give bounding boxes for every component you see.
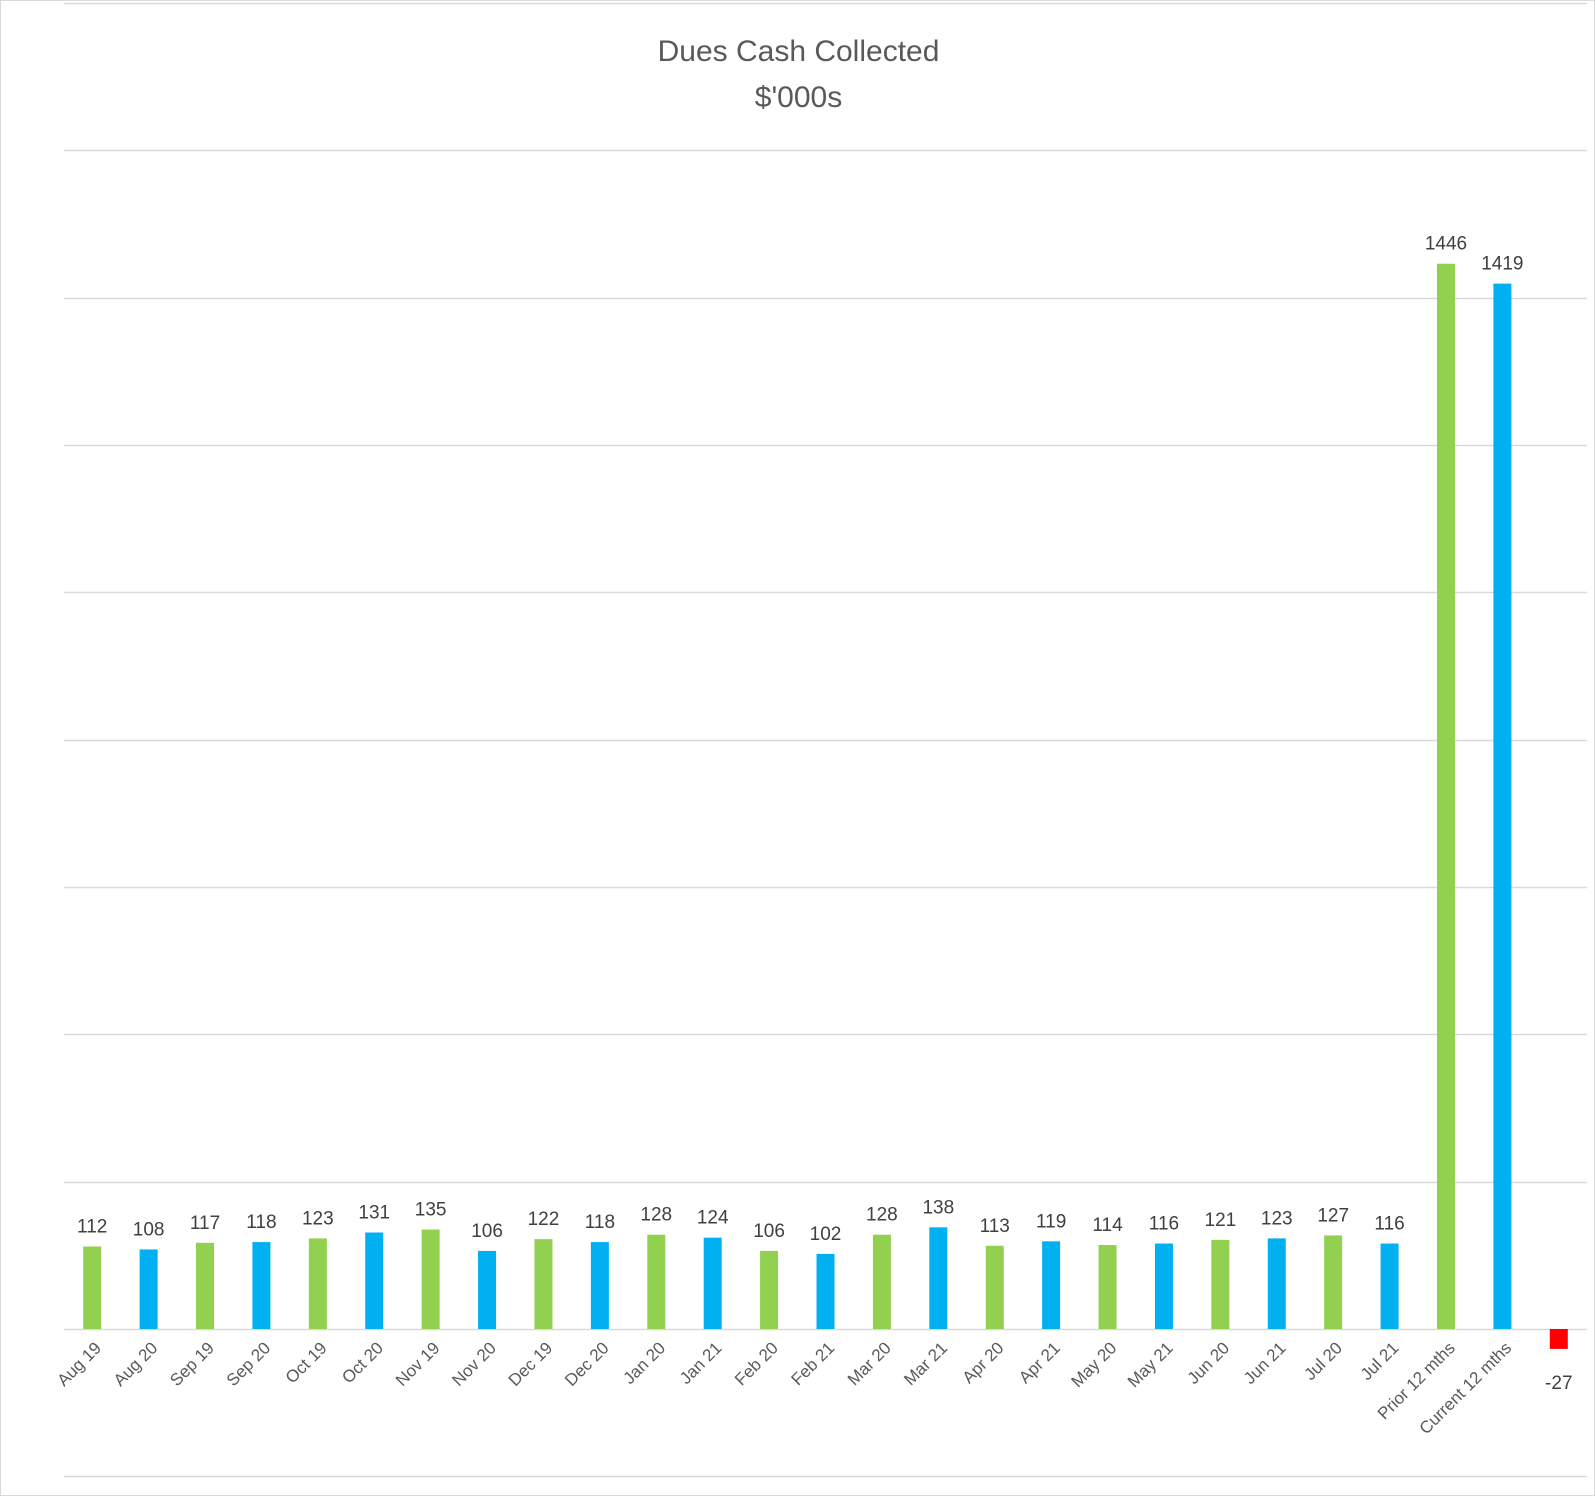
- data-label: 116: [1149, 1214, 1179, 1235]
- data-label: 108: [133, 1219, 165, 1240]
- data-label: 131: [358, 1202, 390, 1223]
- bar: [139, 1249, 158, 1329]
- x-tick-label: Oct 20: [338, 1338, 387, 1387]
- data-label: 128: [866, 1205, 898, 1226]
- data-label: 112: [77, 1216, 107, 1237]
- bar: [252, 1242, 271, 1329]
- x-tick-label: Dec 20: [561, 1338, 613, 1390]
- x-tick-label: Nov 20: [448, 1338, 500, 1390]
- bar: [590, 1242, 609, 1329]
- data-label: 116: [1374, 1214, 1404, 1235]
- bar: [929, 1227, 948, 1329]
- bar: [478, 1250, 497, 1329]
- x-tick-label: Jun 21: [1240, 1338, 1290, 1388]
- data-label: 128: [640, 1205, 672, 1226]
- bar: [872, 1234, 891, 1329]
- x-tick-label: Aug 19: [53, 1338, 105, 1390]
- bar: [1042, 1241, 1061, 1329]
- x-tick-label: Mar 20: [844, 1338, 895, 1389]
- data-label: 102: [810, 1224, 842, 1245]
- x-tick-label: Aug 20: [110, 1338, 162, 1390]
- data-label: 124: [697, 1208, 729, 1229]
- bar: [421, 1229, 440, 1329]
- bar: [1436, 263, 1455, 1329]
- x-tick-label: Feb 20: [731, 1338, 782, 1389]
- data-label: 123: [1261, 1208, 1293, 1229]
- bar: [703, 1237, 722, 1329]
- bar: [1267, 1238, 1286, 1329]
- bar: [1098, 1245, 1117, 1329]
- bar: [1324, 1235, 1343, 1329]
- chart-title: Dues Cash Collected: [657, 35, 940, 68]
- data-label: 117: [190, 1213, 220, 1234]
- x-tick-label: Jan 21: [676, 1338, 726, 1388]
- data-label: 106: [753, 1221, 785, 1242]
- x-tick-label: Jul 21: [1357, 1338, 1403, 1384]
- bar: [760, 1250, 779, 1329]
- data-label: 118: [585, 1212, 615, 1233]
- bar: [1380, 1243, 1399, 1329]
- data-label: -27: [1545, 1373, 1572, 1394]
- x-tick-label: Jul 20: [1300, 1338, 1346, 1384]
- bar: [534, 1239, 553, 1329]
- bar: [985, 1245, 1004, 1329]
- x-tick-label: Apr 21: [1015, 1338, 1064, 1387]
- x-tick-label: Apr 20: [959, 1338, 1008, 1387]
- bar: [308, 1238, 327, 1329]
- data-label: 123: [302, 1208, 334, 1229]
- bar: [816, 1253, 835, 1329]
- data-label: 138: [922, 1197, 954, 1218]
- data-label: 121: [1205, 1210, 1237, 1231]
- data-label: 1419: [1481, 254, 1523, 275]
- x-tick-label: Sep 19: [166, 1338, 218, 1390]
- x-tick-label: May 20: [1068, 1338, 1121, 1391]
- x-tick-label: Jan 20: [620, 1338, 670, 1388]
- bar: [647, 1234, 666, 1329]
- bar: [1549, 1329, 1568, 1349]
- data-label: 113: [980, 1216, 1010, 1237]
- data-label: 127: [1317, 1205, 1349, 1226]
- bar: [83, 1246, 102, 1329]
- x-tick-label: Dec 19: [505, 1338, 557, 1390]
- bar: [1154, 1243, 1173, 1329]
- data-label: 135: [415, 1200, 447, 1221]
- x-tick-label: Nov 19: [392, 1338, 444, 1390]
- x-tick-label: Jun 20: [1184, 1338, 1234, 1388]
- data-label: 122: [528, 1209, 560, 1230]
- data-label: 1446: [1425, 234, 1467, 255]
- x-tick-label: Mar 21: [900, 1338, 951, 1389]
- chart-subtitle: $'000s: [754, 81, 843, 114]
- bar: [196, 1242, 215, 1329]
- bar: [365, 1232, 384, 1329]
- x-tick-label: May 21: [1124, 1338, 1177, 1391]
- data-label: 114: [1092, 1215, 1123, 1236]
- x-tick-label: Feb 21: [787, 1338, 838, 1389]
- data-label: 106: [471, 1221, 503, 1242]
- x-tick-label: Oct 19: [282, 1338, 331, 1387]
- x-tick-label: Sep 20: [223, 1338, 275, 1390]
- data-label: 119: [1036, 1211, 1066, 1232]
- bar: [1211, 1239, 1230, 1329]
- data-label: 118: [246, 1212, 276, 1233]
- bar: [1493, 283, 1512, 1330]
